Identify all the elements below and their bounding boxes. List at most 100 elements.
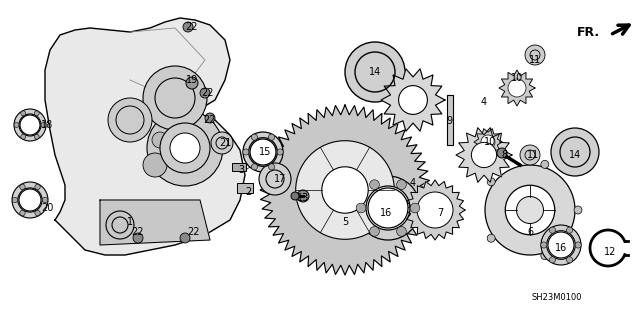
Circle shape bbox=[133, 233, 143, 243]
Circle shape bbox=[417, 192, 453, 228]
Circle shape bbox=[551, 128, 599, 176]
Circle shape bbox=[525, 45, 545, 65]
Circle shape bbox=[269, 164, 275, 170]
Circle shape bbox=[574, 206, 582, 214]
Circle shape bbox=[12, 182, 48, 218]
Polygon shape bbox=[381, 69, 445, 131]
Circle shape bbox=[566, 227, 573, 233]
Circle shape bbox=[186, 77, 198, 89]
Circle shape bbox=[541, 225, 581, 265]
Circle shape bbox=[541, 160, 549, 168]
Circle shape bbox=[143, 66, 207, 130]
Circle shape bbox=[549, 227, 556, 233]
Text: 4: 4 bbox=[410, 178, 416, 188]
Circle shape bbox=[243, 132, 283, 172]
Circle shape bbox=[277, 149, 284, 155]
Circle shape bbox=[249, 138, 277, 166]
Circle shape bbox=[14, 109, 46, 141]
Circle shape bbox=[180, 233, 190, 243]
Text: 5: 5 bbox=[342, 217, 348, 227]
Text: 22: 22 bbox=[186, 22, 198, 32]
Circle shape bbox=[366, 186, 410, 230]
Circle shape bbox=[266, 170, 284, 188]
Circle shape bbox=[35, 184, 40, 190]
Text: 8: 8 bbox=[501, 150, 507, 160]
Circle shape bbox=[505, 185, 555, 235]
Text: 18: 18 bbox=[41, 120, 53, 130]
Text: 11: 11 bbox=[529, 55, 541, 65]
Circle shape bbox=[143, 153, 167, 177]
Circle shape bbox=[497, 148, 507, 158]
Circle shape bbox=[516, 197, 543, 224]
Text: 4: 4 bbox=[481, 97, 487, 107]
Polygon shape bbox=[405, 180, 465, 240]
Circle shape bbox=[269, 134, 275, 140]
Text: 7: 7 bbox=[437, 208, 443, 218]
Circle shape bbox=[356, 176, 420, 240]
Circle shape bbox=[160, 123, 210, 173]
Polygon shape bbox=[499, 70, 535, 106]
Circle shape bbox=[19, 189, 41, 211]
Circle shape bbox=[252, 164, 257, 170]
Text: 22: 22 bbox=[202, 88, 214, 98]
Circle shape bbox=[20, 115, 40, 135]
Circle shape bbox=[259, 163, 291, 195]
Circle shape bbox=[296, 141, 394, 239]
Text: 22: 22 bbox=[132, 227, 144, 237]
Circle shape bbox=[35, 210, 40, 216]
Circle shape bbox=[397, 180, 406, 189]
Circle shape bbox=[35, 134, 39, 139]
Circle shape bbox=[243, 149, 249, 155]
Circle shape bbox=[481, 135, 495, 149]
Circle shape bbox=[183, 22, 193, 32]
Circle shape bbox=[19, 114, 41, 136]
Text: 22: 22 bbox=[187, 227, 199, 237]
Polygon shape bbox=[45, 18, 245, 255]
Circle shape bbox=[410, 203, 420, 213]
Text: 20: 20 bbox=[41, 203, 53, 213]
Circle shape bbox=[549, 257, 556, 263]
Circle shape bbox=[370, 180, 380, 189]
Text: 10: 10 bbox=[484, 137, 496, 147]
Text: 17: 17 bbox=[274, 174, 286, 184]
Circle shape bbox=[108, 98, 152, 142]
Text: 11: 11 bbox=[527, 150, 539, 160]
Circle shape bbox=[547, 231, 575, 259]
Circle shape bbox=[487, 178, 495, 186]
Circle shape bbox=[112, 217, 128, 233]
Circle shape bbox=[575, 242, 581, 248]
Text: 16: 16 bbox=[555, 243, 567, 253]
Circle shape bbox=[12, 197, 18, 203]
Circle shape bbox=[370, 226, 380, 236]
Circle shape bbox=[485, 165, 575, 255]
Polygon shape bbox=[474, 129, 502, 155]
Bar bbox=[447, 95, 453, 145]
Circle shape bbox=[205, 113, 215, 123]
Circle shape bbox=[541, 252, 549, 260]
Circle shape bbox=[525, 150, 535, 160]
Circle shape bbox=[368, 188, 408, 228]
Text: 3: 3 bbox=[238, 165, 244, 175]
Circle shape bbox=[487, 234, 495, 242]
Text: SH23M0100: SH23M0100 bbox=[532, 293, 582, 302]
Circle shape bbox=[345, 42, 405, 102]
Text: 14: 14 bbox=[569, 150, 581, 160]
Circle shape bbox=[541, 242, 547, 248]
Circle shape bbox=[399, 85, 428, 115]
Circle shape bbox=[291, 192, 299, 200]
Circle shape bbox=[106, 211, 134, 239]
Text: 19: 19 bbox=[186, 75, 198, 85]
Circle shape bbox=[397, 226, 406, 236]
Text: 14: 14 bbox=[369, 67, 381, 77]
Circle shape bbox=[560, 137, 590, 167]
Circle shape bbox=[297, 190, 309, 202]
Circle shape bbox=[21, 134, 26, 139]
Text: 21: 21 bbox=[219, 138, 231, 148]
Circle shape bbox=[250, 139, 276, 165]
Circle shape bbox=[18, 188, 42, 212]
Circle shape bbox=[35, 111, 39, 116]
Text: 10: 10 bbox=[511, 73, 523, 83]
Circle shape bbox=[530, 50, 540, 60]
Polygon shape bbox=[100, 200, 210, 245]
Circle shape bbox=[147, 110, 223, 186]
